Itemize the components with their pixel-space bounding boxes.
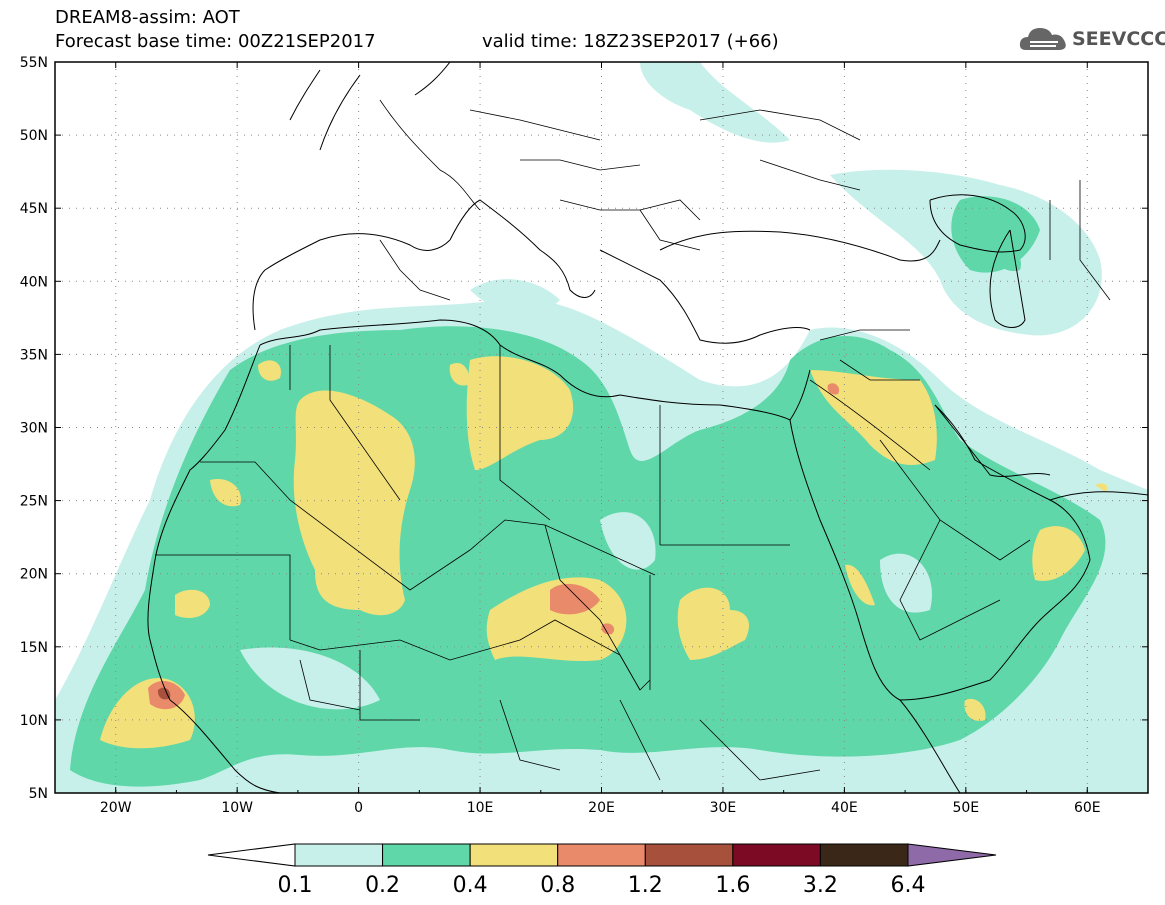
lon-label: 10W: [221, 800, 253, 816]
aot-band-0.4-0.8: [100, 356, 1108, 749]
lat-label: 45N: [20, 201, 48, 217]
graticule: [55, 62, 1148, 793]
valid-time: valid time: 18Z23SEP2017 (+66): [482, 31, 779, 52]
map-title: DREAM8-assim: AOT: [55, 7, 240, 28]
lat-label: 30N: [20, 421, 48, 437]
lon-label: 50E: [952, 800, 979, 816]
lat-label: 40N: [20, 274, 48, 290]
lat-label: 50N: [20, 128, 48, 144]
aot-band-clear-patches: [240, 512, 932, 710]
colorbar-label: 3.2: [803, 873, 838, 898]
aot-band-1.2-1.6: [157, 687, 171, 700]
lon-label: 0: [354, 800, 363, 816]
colorbar-label: 0.4: [453, 873, 488, 898]
lat-label: 15N: [20, 640, 48, 656]
lon-label: 60E: [1074, 800, 1101, 816]
lat-label: 35N: [20, 347, 48, 363]
colorbar-swatch: [557, 843, 646, 867]
logo-text: SEEVCCC: [1072, 28, 1165, 50]
seevccc-logo: SEEVCCC: [1018, 22, 1165, 56]
colorbar: 0.1 0.2 0.4 0.8 1.2 1.6 3.2 6.4: [207, 843, 997, 898]
cloud-icon: [1019, 28, 1066, 50]
lon-label: 20E: [588, 800, 615, 816]
colorbar-label: 6.4: [891, 873, 926, 898]
lon-label: 40E: [831, 800, 858, 816]
lat-label: 20N: [20, 567, 48, 583]
longitude-axis: 20W 10W 0 10E 20E 30E 40E 50E 60E: [54, 62, 1149, 816]
colorbar-label: 0.2: [365, 873, 400, 898]
colorbar-swatch: [819, 843, 909, 867]
lon-label: 30E: [710, 800, 737, 816]
colorbar-swatch: [382, 843, 471, 867]
colorbar-swatch: [294, 843, 384, 867]
lat-label: 5N: [29, 786, 48, 802]
colorbar-label: 0.8: [540, 873, 575, 898]
lon-label: 10E: [467, 800, 494, 816]
forecast-base-time: Forecast base time: 00Z21SEP2017: [55, 31, 376, 52]
colorbar-swatch: [644, 843, 734, 867]
colorbar-over-arrow: [907, 843, 997, 867]
colorbar-label: 0.1: [278, 873, 313, 898]
aot-field: [55, 62, 1148, 793]
country-borders: [155, 99, 1111, 781]
colorbar-under-arrow: [207, 843, 296, 867]
colorbar-label: 1.2: [628, 873, 663, 898]
colorbar-label: 1.6: [715, 873, 750, 898]
colorbar-swatch: [732, 843, 821, 867]
lat-label: 10N: [20, 713, 48, 729]
latitude-axis: 55N 50N 45N 40N 35N 30N 25N 20N 15N 10N 5N: [20, 55, 1148, 802]
coastlines: [147, 62, 1148, 793]
lon-label: 20W: [100, 800, 132, 816]
lat-label: 25N: [20, 494, 48, 510]
lat-label: 55N: [20, 55, 48, 71]
colorbar-swatch: [469, 843, 559, 867]
